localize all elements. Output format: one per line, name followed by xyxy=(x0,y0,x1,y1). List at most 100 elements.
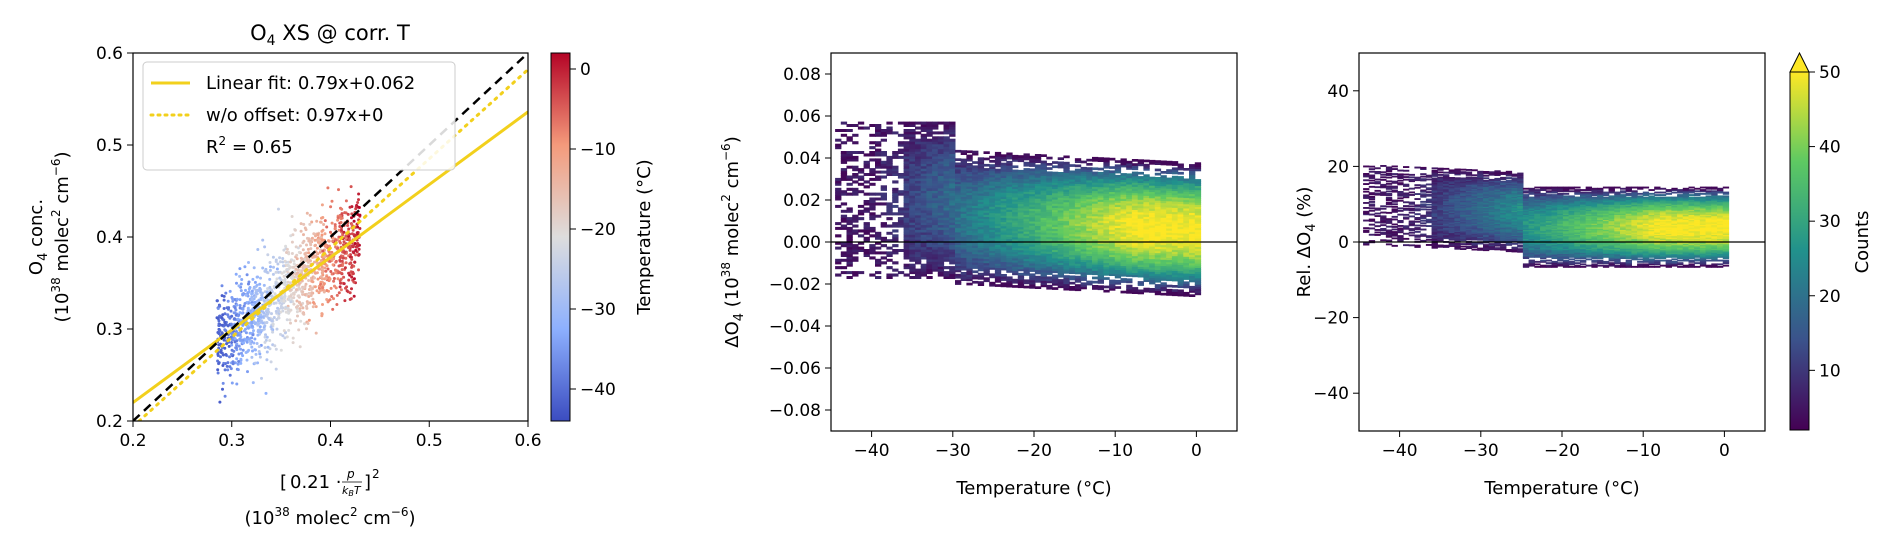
density-cell xyxy=(1126,272,1133,275)
density-cell xyxy=(1063,250,1070,253)
density-cell xyxy=(1000,208,1007,212)
density-cell xyxy=(1120,185,1127,189)
density-cell xyxy=(1069,189,1076,193)
density-cell xyxy=(972,199,979,202)
density-cell xyxy=(1097,243,1104,246)
density-cell xyxy=(852,224,859,228)
density-cell xyxy=(1154,269,1162,273)
density-cell xyxy=(1012,171,1019,175)
density-cell xyxy=(972,259,979,263)
density-cell xyxy=(943,124,950,127)
scatter-point xyxy=(253,361,257,365)
density-cell xyxy=(903,195,910,199)
density-cell xyxy=(1160,210,1167,214)
density-cell xyxy=(949,246,956,250)
density-cell xyxy=(835,138,842,142)
density-cell xyxy=(1160,244,1167,248)
density-cell xyxy=(1034,248,1042,252)
density-cell xyxy=(1183,231,1190,234)
density-cell xyxy=(960,192,967,195)
density-cell xyxy=(1103,256,1110,259)
scatter-point xyxy=(298,309,302,313)
density-cell xyxy=(1177,274,1184,278)
density-cell xyxy=(977,182,985,186)
colorbar-tick-label: −30 xyxy=(580,300,616,320)
scatter-point xyxy=(241,323,245,327)
density-cell xyxy=(1120,198,1127,201)
scatter-point xyxy=(292,291,296,295)
density-cell xyxy=(1149,269,1156,272)
density-cell xyxy=(1385,166,1393,169)
density-cell xyxy=(937,204,945,208)
density-cell xyxy=(1034,175,1042,178)
scatter-point xyxy=(231,299,235,303)
scatter-point xyxy=(295,305,298,309)
density-cell xyxy=(915,217,922,221)
density-cell xyxy=(1029,176,1036,180)
density-cell xyxy=(1057,209,1064,213)
density-cell xyxy=(989,166,996,169)
density-cell xyxy=(857,151,865,154)
density-cell xyxy=(920,177,927,181)
density-cell xyxy=(983,201,990,205)
density-cell xyxy=(1120,236,1127,239)
density-cell xyxy=(1143,231,1150,234)
scatter-point xyxy=(258,325,262,329)
density-cell xyxy=(909,170,916,174)
density-cell xyxy=(1069,170,1076,174)
density-cell xyxy=(949,266,956,270)
density-cell xyxy=(937,268,945,272)
density-cell xyxy=(937,170,945,174)
density-cell xyxy=(1034,261,1042,264)
density-cell xyxy=(1040,215,1047,218)
density-cell xyxy=(1391,218,1398,221)
density-cell xyxy=(932,165,939,169)
density-cell xyxy=(869,151,876,154)
density-cell xyxy=(846,158,853,162)
density-cell xyxy=(920,192,927,196)
scatter-point xyxy=(282,248,286,252)
scatter-point xyxy=(338,285,342,289)
density-cell xyxy=(932,190,939,194)
scatter-point xyxy=(220,284,224,288)
density-cell xyxy=(1052,203,1059,206)
density-cell xyxy=(1171,236,1179,240)
density-cell xyxy=(1086,247,1093,250)
density-cell xyxy=(983,187,990,190)
density-cell xyxy=(846,261,853,265)
density-cell xyxy=(1160,160,1167,164)
density-cell xyxy=(983,271,990,274)
scatter-point xyxy=(313,285,317,289)
density-cell xyxy=(1171,293,1179,297)
density-cell xyxy=(1160,204,1167,208)
density-cell xyxy=(1385,234,1393,237)
density-cell xyxy=(1069,267,1076,270)
density-cell xyxy=(994,200,1002,203)
scatter-point xyxy=(235,382,239,386)
density-cell xyxy=(1063,170,1070,173)
density-cell xyxy=(1177,195,1184,198)
density-cell xyxy=(926,241,933,245)
density-cell xyxy=(903,124,910,127)
density-cell xyxy=(1363,197,1370,199)
density-cell xyxy=(1029,185,1036,188)
density-cell xyxy=(1177,247,1184,251)
density-cell xyxy=(1385,167,1393,170)
density-cell xyxy=(1143,159,1150,163)
density-cell xyxy=(1131,201,1139,204)
density-cell xyxy=(1114,261,1122,264)
density-cell xyxy=(1103,226,1110,230)
density-cell xyxy=(920,273,927,277)
density-cell xyxy=(977,159,985,163)
density-cell xyxy=(1097,190,1104,194)
scatter-points xyxy=(215,185,362,404)
density-cell xyxy=(1029,174,1036,178)
density-cell xyxy=(915,155,922,159)
density-cell xyxy=(1029,168,1036,172)
density-cell xyxy=(955,265,962,269)
density-cell xyxy=(1166,204,1173,208)
density-cell xyxy=(972,280,979,284)
density-cell xyxy=(903,192,910,196)
density-cell xyxy=(1012,180,1019,183)
density-cell xyxy=(1034,202,1042,205)
